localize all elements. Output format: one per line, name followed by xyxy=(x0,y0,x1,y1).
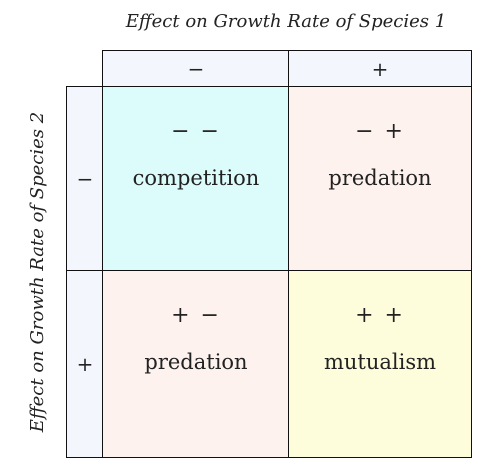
species-1-axis-title: Effect on Growth Rate of Species 1 xyxy=(125,11,447,32)
cell-signs: + − xyxy=(171,303,221,328)
column-header-minus: − xyxy=(102,50,290,88)
cell-signs: + + xyxy=(355,303,405,328)
cell-label: predation xyxy=(144,350,248,374)
cell-competition: − − competition xyxy=(102,86,290,272)
row-header-minus: − xyxy=(66,86,104,272)
cell-label: mutualism xyxy=(323,350,437,374)
species-2-axis-title: Effect on Growth Rate of Species 2 xyxy=(27,111,48,433)
cell-signs: − − xyxy=(171,119,221,144)
column-header-plus: + xyxy=(288,50,472,88)
cell-mutualism: + + mutualism xyxy=(288,270,472,458)
cell-predation-top: − + predation xyxy=(288,86,472,272)
row-header-plus: + xyxy=(66,270,104,458)
cell-label: predation xyxy=(328,166,432,190)
cell-predation-bottom: + − predation xyxy=(102,270,290,458)
cell-signs: − + xyxy=(355,119,405,144)
cell-label: competition xyxy=(132,166,260,190)
